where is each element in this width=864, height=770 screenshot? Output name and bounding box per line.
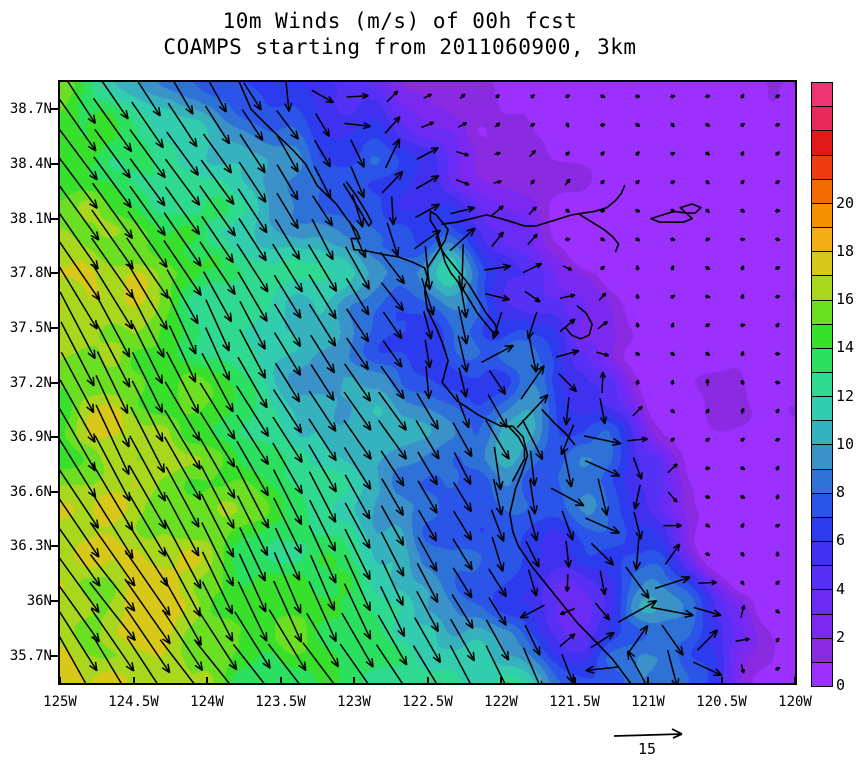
- x-axis-tick-mark: [647, 677, 649, 685]
- colorbar-tick-label: 20: [836, 193, 855, 212]
- x-axis-tick-mark: [720, 677, 723, 685]
- y-axis-tick-label: 37.8N: [9, 265, 52, 282]
- colorbar-cell: [812, 83, 832, 108]
- colorbar-tick-label: 8: [836, 483, 846, 502]
- vector-key-label: 15: [637, 740, 657, 758]
- x-axis-tick-label: 122.5W: [402, 694, 453, 710]
- x-axis-tick-mark: [132, 677, 135, 685]
- y-axis-tick-label: 36.9N: [9, 429, 52, 446]
- y-axis-tick-label: 37.5N: [9, 319, 52, 336]
- x-axis-tick-label: 125W: [43, 694, 77, 710]
- colorbar-tick-label: 18: [836, 241, 855, 260]
- x-axis-tick-label: 124W: [190, 694, 224, 710]
- colorbar-cell: [812, 276, 832, 301]
- colorbar-cell: [812, 131, 832, 156]
- x-axis-tick-label: 123.5W: [255, 694, 306, 710]
- colorbar-tick-label: 4: [836, 579, 846, 598]
- y-axis-tick-label: 36N: [26, 593, 52, 610]
- y-axis-tick-mark: [50, 490, 58, 493]
- vector-key-arrow-icon: [613, 728, 683, 739]
- colorbar-tick-label: 2: [836, 627, 846, 646]
- colorbar-cell: [812, 638, 832, 663]
- x-axis-tick-label: 124.5W: [108, 694, 159, 710]
- colorbar-tick-label: 16: [836, 290, 855, 309]
- y-axis-latitude-labels: 35.7N 36N 36.3N 36.6N 36.9N 37.2N 37.5N 37.8N 38…: [0, 0, 52, 770]
- colorbar-tick-label: 6: [836, 531, 846, 550]
- colorbar-cell: [812, 566, 832, 591]
- x-axis-tick-label: 120W: [778, 694, 812, 710]
- colorbar-tick-label: 12: [836, 386, 855, 405]
- colorbar-cell: [812, 252, 832, 277]
- y-axis-tick-label: 38.7N: [9, 101, 52, 118]
- colorbar-cell: [812, 517, 832, 543]
- colorbar-tick-label: 14: [836, 338, 855, 357]
- colorbar-cell: [812, 179, 832, 204]
- colorbar-cell: [812, 300, 832, 325]
- y-axis-tick-label: 35.7N: [9, 647, 52, 664]
- x-axis-tick-mark: [353, 677, 355, 685]
- y-axis-tick-mark: [50, 545, 58, 548]
- wind-speed-map-plot: [58, 80, 797, 685]
- x-axis-tick-mark: [794, 677, 796, 685]
- colorbar-tick-label: 10: [836, 434, 855, 453]
- chart-title-block: 10m Winds (m/s) of 00h fcst COAMPS start…: [0, 8, 800, 60]
- y-axis-tick-label: 37.2N: [9, 374, 52, 391]
- x-axis-tick-mark: [573, 677, 576, 685]
- colorbar-cell: [812, 228, 832, 253]
- vector-scale-key: 15: [608, 726, 728, 766]
- y-axis-tick-label: 38.4N: [9, 155, 52, 172]
- colorbar-tick-labels: 0 2 4 6 8 10 12 14 16 18 20: [836, 0, 864, 770]
- colorbar-cell: [812, 155, 832, 180]
- x-axis-tick-mark: [59, 677, 61, 685]
- y-axis-tick-mark: [50, 162, 58, 165]
- x-axis-tick-label: 120.5W: [696, 694, 747, 710]
- colorbar-cell: [812, 348, 832, 373]
- x-axis-tick-mark: [426, 677, 429, 685]
- colorbar-cell: [812, 469, 832, 494]
- colorbar-cell: [812, 445, 832, 470]
- colorbar-cell: [812, 542, 832, 567]
- wind-speed-contour-field: [60, 82, 795, 683]
- y-axis-tick-mark: [50, 108, 58, 111]
- y-axis-tick-mark: [50, 326, 58, 329]
- x-axis-tick-mark: [206, 677, 208, 685]
- wind-speed-colorbar: [811, 82, 833, 687]
- colorbar-cell: [812, 590, 832, 615]
- colorbar-cell: [812, 107, 832, 132]
- x-axis-tick-mark: [500, 677, 502, 685]
- y-axis-tick-label: 38.1N: [9, 210, 52, 227]
- y-axis-tick-mark: [50, 272, 58, 275]
- chart-title-line-1: 10m Winds (m/s) of 00h fcst: [222, 9, 578, 33]
- colorbar-cell: [812, 614, 832, 639]
- chart-title-line-2: COAMPS starting from 2011060900, 3km: [163, 35, 637, 59]
- y-axis-tick-mark: [50, 381, 58, 384]
- x-axis-tick-label: 121W: [631, 694, 665, 710]
- x-axis-tick-label: 122W: [484, 694, 518, 710]
- y-axis-tick-mark: [50, 654, 58, 657]
- y-axis-tick-mark: [50, 217, 58, 220]
- x-axis-tick-label: 123W: [337, 694, 371, 710]
- colorbar-cell: [812, 662, 832, 686]
- y-axis-tick-mark: [50, 436, 58, 439]
- colorbar-tick-label: 0: [836, 676, 846, 694]
- colorbar-cell: [812, 397, 832, 422]
- colorbar-cell: [812, 203, 832, 229]
- colorbar-cell: [812, 493, 832, 518]
- x-axis-tick-label: 121.5W: [549, 694, 600, 710]
- y-axis-tick-label: 36.3N: [9, 538, 52, 555]
- y-axis-tick-label: 36.6N: [9, 483, 52, 500]
- colorbar-cell: [812, 372, 832, 398]
- y-axis-tick-mark: [50, 600, 58, 603]
- x-axis-tick-mark: [279, 677, 282, 685]
- colorbar-cell: [812, 421, 832, 446]
- x-axis-longitude-labels: 125W 124.5W 124W 123.5W 123W 122.5W 122W 121.5W…: [0, 694, 864, 716]
- colorbar-cell: [812, 324, 832, 349]
